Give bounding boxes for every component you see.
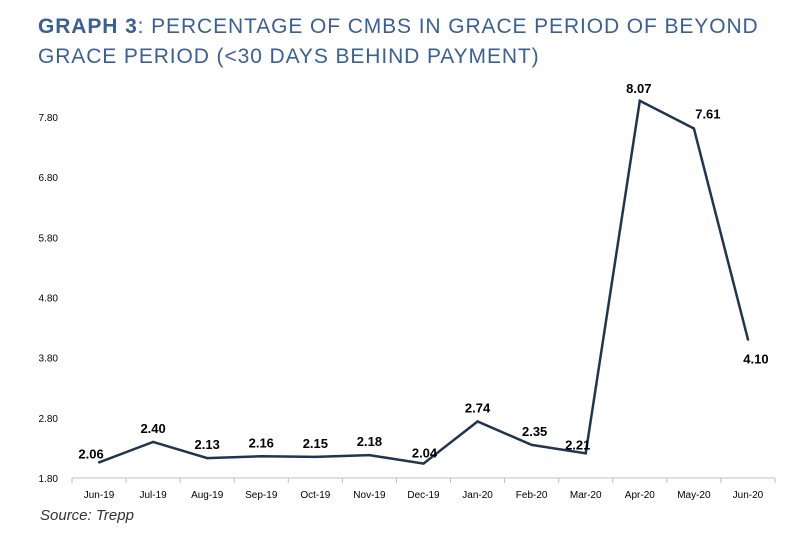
data-label: 7.61 bbox=[695, 107, 720, 122]
x-tick-label: Nov-19 bbox=[353, 490, 386, 501]
chart-title-bold: GRAPH 3 bbox=[38, 15, 138, 38]
data-label: 2.18 bbox=[357, 434, 382, 449]
data-point bbox=[692, 127, 696, 130]
data-label: 2.13 bbox=[195, 437, 220, 452]
series-line-group bbox=[97, 98, 750, 465]
source-note: Source: Trepp bbox=[40, 507, 134, 524]
data-point bbox=[368, 453, 371, 457]
data-point bbox=[638, 99, 642, 103]
x-tick-label: Sep-19 bbox=[245, 490, 278, 501]
data-point bbox=[151, 440, 155, 444]
y-tick-label: 5.80 bbox=[39, 233, 59, 244]
data-label: 8.07 bbox=[626, 81, 651, 96]
data-point bbox=[260, 455, 263, 458]
data-label: 2.15 bbox=[303, 436, 328, 451]
data-point bbox=[746, 338, 750, 341]
x-tick-label: Mar-20 bbox=[570, 490, 602, 501]
x-axis-ticks: Jun-19 Jul-19 Aug-19 Sep-19 Oct-19 Nov-19 Dec-… bbox=[84, 490, 764, 501]
y-tick-label: 4.80 bbox=[39, 294, 59, 305]
x-tick-label: Jan-20 bbox=[462, 490, 493, 501]
data-point bbox=[422, 462, 425, 465]
x-tick-label: Dec-19 bbox=[407, 490, 440, 501]
chart-axes bbox=[71, 477, 776, 483]
data-point bbox=[205, 456, 209, 460]
data-point bbox=[530, 443, 533, 447]
chart-title-rest: : PERCENTAGE OF CMBS IN GRACE PERIOD OF … bbox=[38, 15, 759, 68]
y-tick-label: 7.80 bbox=[39, 113, 59, 124]
data-label: 2.04 bbox=[412, 446, 438, 461]
chart-title: GRAPH 3: PERCENTAGE OF CMBS IN GRACE PER… bbox=[38, 12, 778, 72]
y-tick-label: 3.80 bbox=[39, 354, 59, 365]
data-label: 2.06 bbox=[78, 446, 103, 461]
x-tick-label: Jun-20 bbox=[733, 490, 764, 501]
y-tick-label: 1.80 bbox=[39, 474, 59, 485]
data-point bbox=[97, 461, 101, 464]
y-axis-ticks: 1.80 2.80 3.80 4.80 5.80 6.80 7.80 bbox=[39, 113, 59, 485]
data-label: 4.10 bbox=[743, 352, 768, 367]
x-tick-label: Jul-19 bbox=[139, 490, 167, 501]
x-tick-label: Jun-19 bbox=[84, 490, 115, 501]
x-tick-label: May-20 bbox=[677, 490, 711, 501]
data-label: 2.40 bbox=[140, 421, 165, 436]
x-tick-label: Oct-19 bbox=[300, 490, 330, 501]
data-label: 2.21 bbox=[565, 437, 590, 452]
x-tick-label: Apr-20 bbox=[625, 490, 655, 501]
data-label: 2.74 bbox=[465, 400, 491, 415]
y-tick-label: 6.80 bbox=[39, 173, 59, 184]
data-label: 2.35 bbox=[522, 424, 547, 439]
data-label: 2.16 bbox=[249, 435, 274, 450]
data-point bbox=[314, 455, 317, 459]
data-point bbox=[584, 452, 587, 455]
series-line bbox=[98, 98, 750, 465]
x-tick-label: Aug-19 bbox=[191, 490, 224, 501]
x-tick-label: Feb-20 bbox=[516, 490, 548, 501]
data-point bbox=[476, 420, 479, 423]
y-tick-label: 2.80 bbox=[39, 414, 59, 425]
data-labels: 2.06 2.40 2.13 2.16 2.15 2.18 2.04 2.74 2.35 2.21… bbox=[78, 81, 768, 462]
